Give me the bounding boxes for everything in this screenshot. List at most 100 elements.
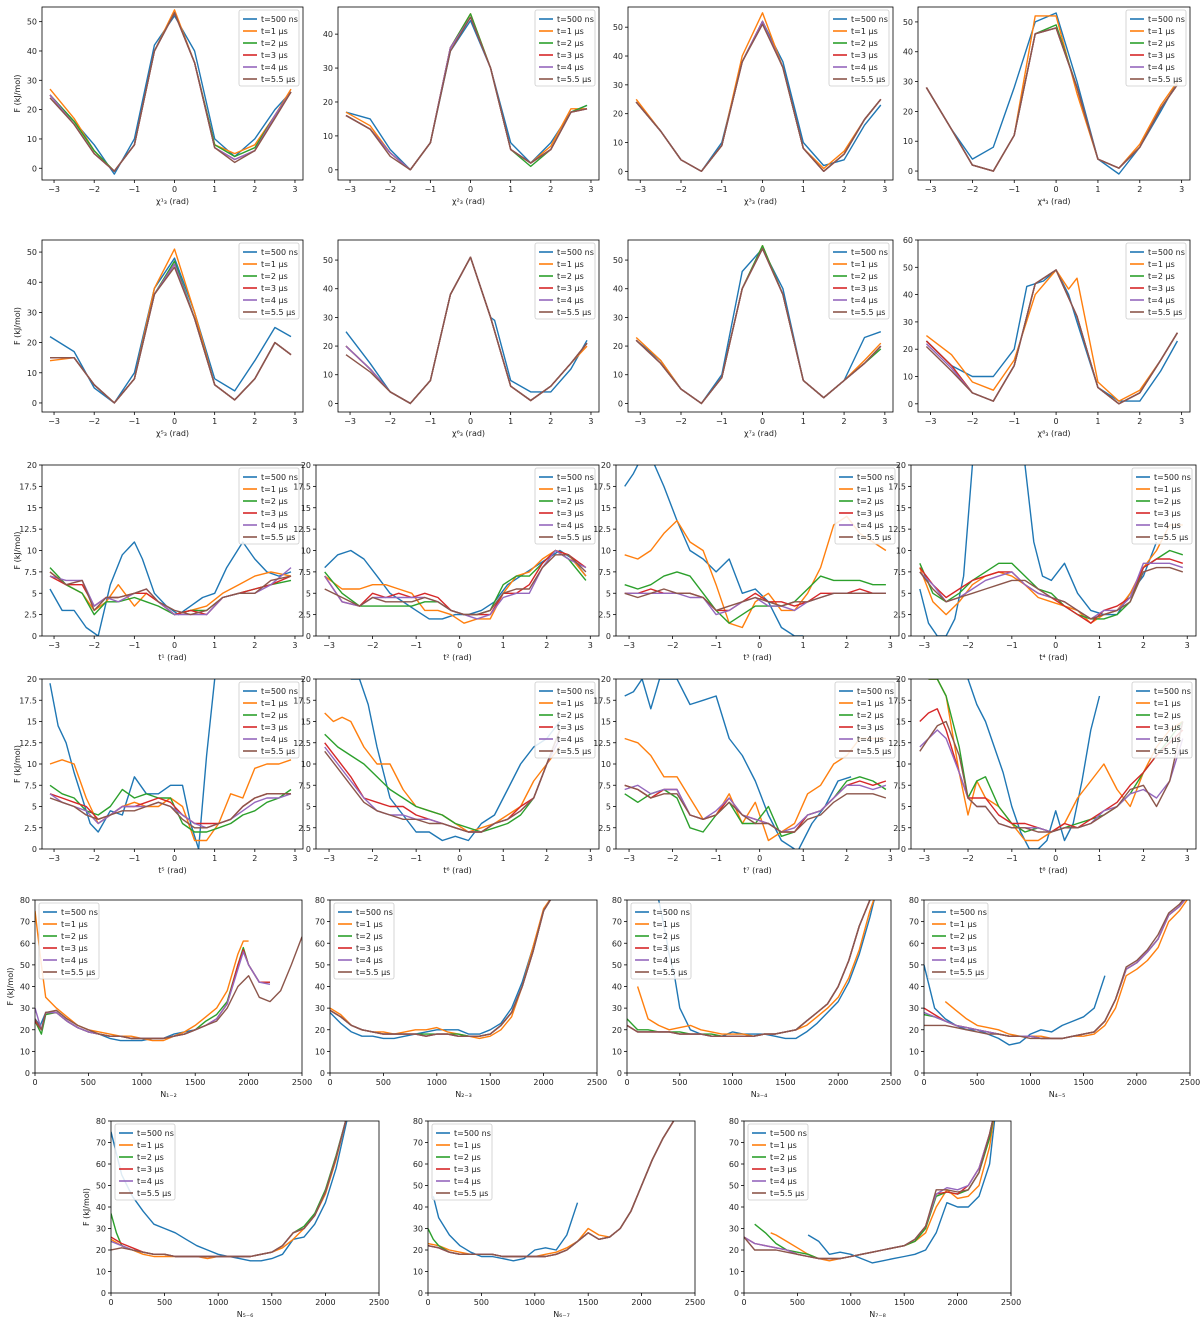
x-tick-label: 1500 [894, 1298, 914, 1307]
y-tick-label: 12.5 [293, 739, 311, 748]
legend-label: t=5.5 μs [261, 308, 295, 317]
y-tick-label: 0 [901, 632, 906, 641]
x-axis-label: χ¹₃ (rad) [156, 197, 189, 206]
series-group [324, 549, 587, 624]
y-tick-label: 80 [96, 1117, 106, 1126]
y-tick-label: 10 [301, 760, 311, 769]
legend-label: t=500 ns [454, 1129, 491, 1138]
x-tick-label: 0 [1053, 641, 1058, 650]
axes-frame [337, 6, 600, 181]
x-tick-label: −3 [925, 417, 937, 426]
y-tick-label: 15 [896, 504, 906, 513]
x-tick-label: 2500 [587, 1078, 607, 1087]
y-tick-label: 40 [729, 1203, 739, 1212]
legend-label: t=4 μs [857, 521, 884, 530]
series-line [967, 679, 1101, 849]
x-axis-label: χ⁷₃ (rad) [744, 429, 777, 438]
y-tick-label: 0 [618, 399, 623, 408]
x-tick-label: −1 [1006, 854, 1018, 863]
y-tick-label: 50 [27, 248, 37, 257]
y-tick-label: 17.5 [293, 696, 311, 705]
series-group [345, 256, 588, 405]
legend: t=500 ns t=1 μs t=2 μs t=3 μs t=4 μs t=5.5 μs [828, 242, 890, 320]
legend-label: t=2 μs [857, 711, 884, 720]
series-group [624, 465, 887, 636]
series-group [624, 679, 887, 849]
series-group [330, 900, 552, 1040]
y-tick-label: 17.5 [593, 482, 611, 491]
series-line [624, 571, 886, 624]
y-tick-label: 20 [27, 675, 37, 684]
legend-label: t=500 ns [557, 248, 594, 257]
legend-label: t=1 μs [653, 920, 680, 929]
y-tick-label: 2.5 [298, 824, 311, 833]
series-line [345, 19, 588, 171]
y-tick-label: 40 [903, 291, 913, 300]
x-tick-label: 1 [801, 641, 806, 650]
series-group [35, 910, 302, 1042]
y-tick-label: 50 [96, 1182, 106, 1191]
x-tick-label: 0 [457, 854, 462, 863]
legend-label: t=5.5 μs [857, 747, 891, 756]
legend-label: t=3 μs [1148, 284, 1175, 293]
legend-label: t=3 μs [557, 284, 584, 293]
y-axis-label: F (kJ/mol) [13, 532, 22, 570]
legend-label: t=5.5 μs [261, 747, 295, 756]
legend-label: t=1 μs [137, 1141, 164, 1150]
x-axis-label: N₆₋₇ [553, 1310, 570, 1319]
series-line [324, 729, 561, 833]
x-tick-label: 2500 [881, 1078, 901, 1087]
legend-label: t=1 μs [1154, 699, 1181, 708]
y-tick-label: 40 [20, 983, 30, 992]
series-line [324, 549, 587, 620]
x-tick-label: 0 [172, 185, 177, 194]
y-tick-label: 5 [901, 589, 906, 598]
y-tick-label: 30 [909, 1004, 919, 1013]
series-line [324, 729, 561, 833]
x-tick-label: 1 [1095, 417, 1100, 426]
legend: t=500 ns t=1 μs t=2 μs t=3 μs t=4 μs t=5.5 μs [114, 1123, 176, 1201]
series-line [624, 592, 886, 616]
legend-label: t=5.5 μs [770, 1189, 804, 1198]
legend-label: t=4 μs [356, 956, 383, 965]
legend-label: t=2 μs [356, 932, 383, 941]
series-line [919, 558, 1184, 624]
y-tick-label: 30 [903, 78, 913, 87]
x-tick-label: 0 [760, 185, 765, 194]
y-tick-label: 15 [601, 504, 611, 513]
y-tick-label: 0 [418, 1289, 423, 1298]
x-tick-label: 3 [292, 641, 297, 650]
series-line [658, 900, 875, 1040]
y-tick-label: 0 [606, 632, 611, 641]
x-tick-label: 2000 [828, 1078, 848, 1087]
series-line [428, 1121, 675, 1258]
legend-label: t=2 μs [557, 272, 584, 281]
x-tick-label: 3 [1185, 854, 1190, 863]
y-tick-label: 15 [27, 718, 37, 727]
legend: t=500 ns t=1 μs t=2 μs t=3 μs t=4 μs t=5.5 μs [1125, 242, 1187, 320]
x-tick-label: −1 [716, 185, 728, 194]
series-line [635, 247, 882, 405]
y-tick-label: 20 [20, 1026, 30, 1035]
legend-label: t=4 μs [770, 1177, 797, 1186]
series-group [924, 900, 1188, 1046]
x-tick-label: 1500 [775, 1078, 795, 1087]
legend: t=500 ns t=1 μs t=2 μs t=3 μs t=4 μs t=5.5 μs [1125, 9, 1187, 87]
x-tick-label: 0 [172, 417, 177, 426]
series-line [624, 784, 887, 833]
legend-label: t=3 μs [557, 51, 584, 60]
series-group [627, 900, 875, 1040]
x-axis-label: N₄₋₅ [1049, 1090, 1066, 1099]
y-tick-label: 80 [729, 1117, 739, 1126]
legend-label: t=4 μs [261, 735, 288, 744]
legend-label: t=500 ns [857, 473, 894, 482]
y-tick-label: 80 [413, 1117, 423, 1126]
series-group [324, 679, 561, 842]
legend-label: t=4 μs [1148, 63, 1175, 72]
series-line [919, 549, 1184, 620]
x-tick-label: 2 [844, 854, 849, 863]
series-group [345, 13, 588, 171]
y-tick-label: 12.5 [888, 739, 906, 748]
